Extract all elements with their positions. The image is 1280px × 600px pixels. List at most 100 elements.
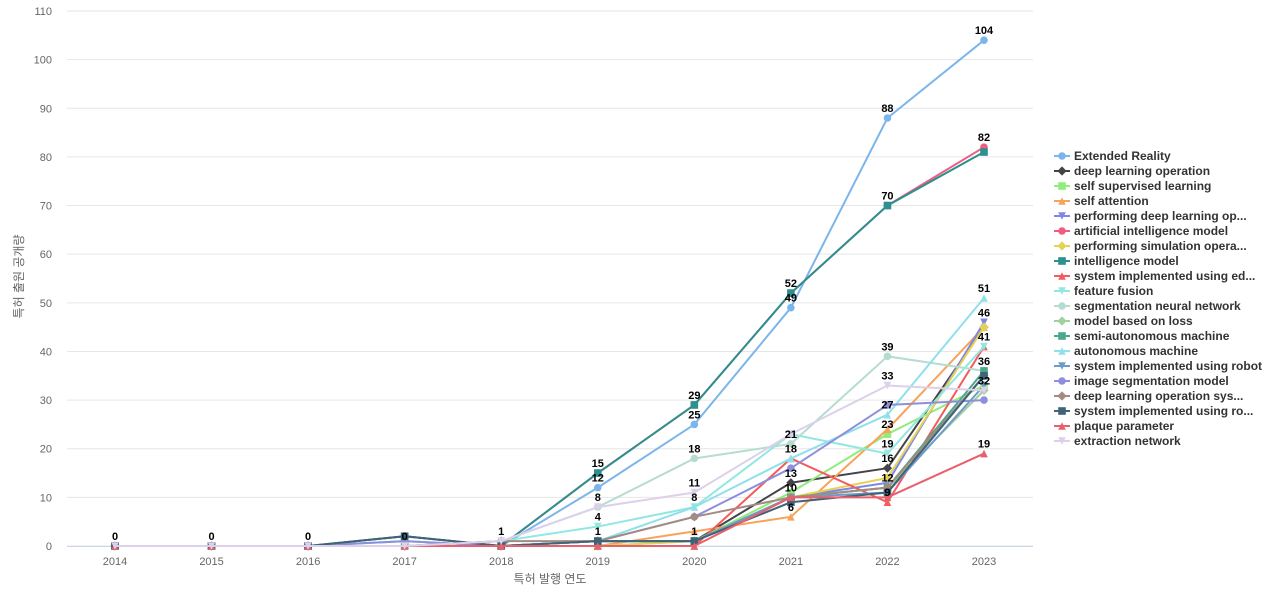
gridlines (67, 10, 1033, 547)
y-tick-label: 60 (40, 249, 52, 261)
x-tick-label: 2020 (682, 556, 706, 568)
legend-label: deep learning operation (1074, 164, 1210, 178)
data-point (690, 488, 699, 497)
y-tick-label: 10 (40, 492, 52, 504)
legend-item[interactable]: intelligence model (1054, 254, 1179, 268)
legend-item[interactable]: autonomous machine (1054, 344, 1198, 358)
legend-item[interactable]: artificial intelligence model (1054, 224, 1228, 238)
data-point (882, 473, 893, 483)
x-tick-label: 2019 (586, 556, 610, 568)
series-autonomous-machine[interactable] (111, 294, 988, 550)
legend-item[interactable]: deep learning operation sys... (1054, 389, 1243, 403)
legend-marker (1058, 332, 1066, 340)
data-point (882, 483, 893, 493)
series-line (115, 452, 985, 547)
data-point (980, 396, 988, 404)
data-point (883, 425, 892, 434)
legend-item[interactable]: self supervised learning (1054, 179, 1211, 193)
data-label: 11 (689, 478, 701, 490)
data-point (593, 483, 602, 492)
data-label: 9 (884, 487, 890, 499)
data-label: 49 (785, 293, 797, 305)
y-tick-label: 40 (40, 346, 52, 358)
data-point (883, 449, 892, 458)
legend-label: intelligence model (1074, 254, 1179, 268)
series-system-implemented-using-ed-[interactable] (111, 342, 988, 550)
data-point (400, 532, 409, 541)
legend-item[interactable]: segmentation neural network (1054, 299, 1241, 313)
legend-item[interactable]: image segmentation model (1054, 374, 1229, 388)
series-feature-fusion[interactable] (111, 342, 988, 550)
legend-item[interactable]: semi-autonomous machine (1054, 329, 1230, 343)
data-point (787, 303, 795, 312)
legend-marker (1058, 362, 1066, 370)
data-label: 0 (208, 531, 214, 543)
series-line (115, 39, 985, 547)
data-point (497, 542, 506, 550)
data-label: 1 (691, 526, 697, 538)
legend-item[interactable]: system implemented using ro... (1054, 404, 1253, 418)
legend-label: extraction network (1074, 434, 1181, 448)
data-point (883, 201, 892, 210)
data-point (980, 148, 988, 156)
series-model-based-on-loss[interactable] (110, 385, 989, 551)
legend-item[interactable]: performing deep learning op... (1054, 209, 1247, 223)
legend-label: feature fusion (1074, 284, 1153, 298)
x-tick-label: 2023 (972, 556, 996, 568)
legend-label: self supervised learning (1074, 179, 1211, 193)
legend-item[interactable]: system implemented using ed... (1054, 269, 1255, 283)
legend-label: plaque parameter (1074, 419, 1174, 433)
data-point (980, 36, 988, 44)
legend-label: performing deep learning op... (1074, 209, 1247, 223)
data-label: 51 (978, 283, 990, 295)
data-point (980, 386, 988, 395)
data-point (786, 478, 796, 488)
legend-marker (1058, 302, 1066, 310)
legend-label: autonomous machine (1074, 344, 1198, 358)
legend-item[interactable]: extraction network (1054, 434, 1181, 448)
data-label: 82 (978, 132, 990, 144)
series-line (115, 384, 985, 547)
series-intelligence-model[interactable] (111, 148, 988, 550)
legend-item[interactable]: system implemented using robot (1054, 359, 1262, 373)
data-point (883, 488, 892, 497)
data-point (400, 542, 409, 550)
data-point (689, 512, 699, 522)
x-tick-label: 2014 (103, 556, 127, 568)
data-label: 13 (785, 468, 797, 480)
legend-marker (1058, 182, 1066, 190)
legend-item[interactable]: plaque parameter (1054, 419, 1174, 433)
legend-item[interactable]: deep learning operation (1054, 164, 1210, 178)
data-point (883, 114, 892, 122)
series-line (115, 370, 985, 547)
y-tick-label: 30 (40, 395, 52, 407)
legend-label: artificial intelligence model (1074, 224, 1228, 238)
legend-item[interactable]: feature fusion (1054, 284, 1153, 298)
data-point (787, 454, 795, 463)
legend-item[interactable]: self attention (1054, 194, 1149, 208)
data-label: 39 (881, 341, 893, 353)
legend-item[interactable]: performing simulation opera... (1054, 239, 1247, 253)
legend-marker (1058, 437, 1066, 445)
data-label: 36 (978, 356, 990, 368)
series-extraction-network[interactable] (111, 381, 988, 550)
data-point (979, 322, 989, 332)
data-label: 32 (978, 375, 990, 387)
data-label: 8 (691, 492, 697, 504)
data-point (111, 542, 119, 550)
data-label: 0 (112, 531, 118, 543)
data-point (980, 318, 988, 327)
legend-item[interactable]: model based on loss (1054, 314, 1193, 328)
data-point (690, 542, 699, 550)
legend-marker (1058, 422, 1066, 430)
legend-item[interactable]: Extended Reality (1054, 149, 1171, 163)
data-labels: 0 0 0 0 115128412925181181524921181310688703… (112, 25, 994, 543)
y-tick-label: 110 (34, 6, 52, 18)
series-performing-deep-learning-op-[interactable] (111, 318, 988, 550)
series-segmentation-neural-network[interactable] (111, 352, 988, 550)
data-point (593, 522, 602, 531)
data-point (690, 527, 699, 536)
